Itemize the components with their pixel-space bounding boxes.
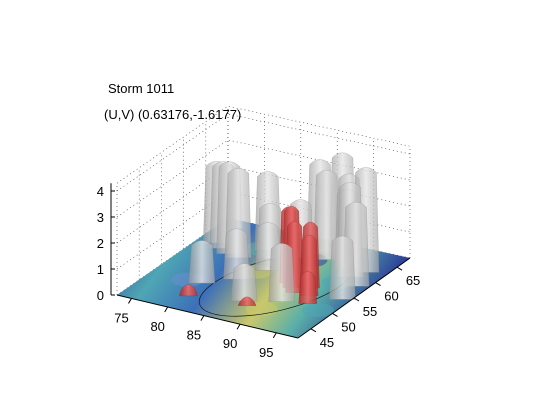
x-tick-label: 95	[259, 345, 273, 360]
z-tick-label: 2	[97, 236, 104, 251]
chart-subtitle: (U,V) (0.63176,-1.6177)	[104, 107, 241, 122]
z-tick-label: 0	[97, 288, 104, 303]
x-tick-mark	[200, 315, 205, 321]
isosurface-columns	[179, 152, 380, 306]
red-isosurface-column	[298, 271, 318, 304]
y-tick-mark	[396, 266, 403, 271]
y-tick-label: 45	[320, 335, 334, 350]
y-tick-mark	[353, 297, 360, 302]
x-tick-label: 75	[114, 310, 128, 325]
x-tick-mark	[272, 332, 277, 339]
y-tick-mark	[332, 312, 338, 317]
y-tick-label: 60	[384, 289, 398, 304]
axes: 0 1 2 3 4 75 80 85 90 95 45 50 55 60 65	[97, 183, 420, 360]
z-tick-label: 3	[97, 210, 104, 225]
x-tick-mark	[236, 323, 241, 330]
z-tick-label: 1	[97, 262, 104, 277]
x-tick-mark	[128, 298, 132, 304]
x-tick-label: 90	[223, 336, 237, 351]
floor-patch	[301, 303, 334, 318]
gray-isosurface-column	[230, 263, 258, 302]
y-tick-label: 65	[406, 273, 420, 288]
red-isosurface-column	[237, 296, 257, 306]
y-tick-mark	[310, 328, 317, 333]
y-tick-mark	[375, 282, 381, 287]
z-tick-label: 4	[97, 184, 104, 199]
red-isosurface-column	[179, 284, 198, 297]
gray-isosurface-column	[313, 169, 340, 260]
x-tick-label: 85	[187, 328, 201, 343]
x-tick-mark	[164, 306, 169, 313]
y-tick-label: 55	[363, 304, 377, 319]
x-tick-label: 80	[150, 319, 164, 334]
gray-isosurface-column	[329, 235, 356, 300]
y-tick-label: 50	[341, 319, 355, 334]
x-axis	[116, 294, 299, 339]
gray-isosurface-column	[188, 240, 216, 284]
gray-isosurface-column	[268, 243, 295, 302]
chart-title: Storm 1011	[108, 81, 174, 96]
